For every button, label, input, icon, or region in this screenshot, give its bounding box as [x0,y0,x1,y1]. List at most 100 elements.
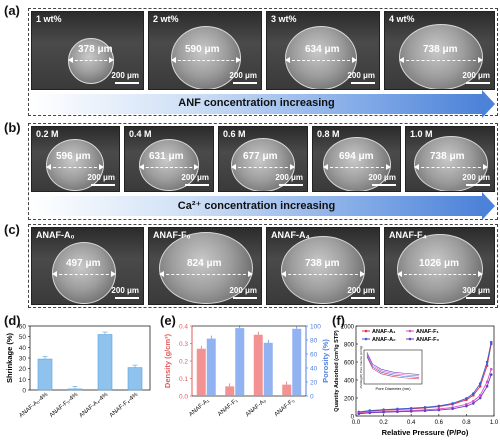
y-tick-label: 1000 [341,325,355,331]
series-point [465,404,468,408]
porosity-bar [235,328,245,396]
panel-letter-e: (e) [160,313,176,328]
scale-bar [185,184,209,186]
scale-bar [351,297,375,299]
sample-label: 2 wt% [153,14,179,24]
series-point [368,411,372,415]
y-tick-label: 60 [19,324,27,331]
sem-image-b2: 0.4 M 631 μm 200 μm [124,126,214,192]
density-bar [225,386,235,396]
diameter-label: 631 μm [149,151,184,162]
series-point [478,396,482,400]
panel-a-frame [28,8,498,116]
fiber-cross-section [159,232,253,304]
diameter-arrow [68,56,114,63]
sem-image-a2: 2 wt% 590 μm 200 μm [148,11,262,90]
fiber-cross-section [281,236,365,304]
scale-bar-label: 200 μm [87,173,115,182]
series-point [396,407,399,411]
scale-bar-label: 200 μm [368,173,396,182]
inset-y-label: dV/dlog(D) Pore Volume (cm³/g) [359,346,363,389]
x-tick-label: ANAF-A₁ [188,398,210,418]
scale-bar-label: 200 μm [111,286,139,295]
scale-bar [91,184,115,186]
inset-line [366,353,420,377]
x-tick-label: 0.4 [407,420,416,426]
scale-bar-label: 200 μm [229,71,257,80]
density-porosity-bar-chart: 0.0 0.1 0.2 0.3 0.4 0 20 40 60 80 100 Density (g/cm… [163,324,330,419]
fiber-cross-section [414,136,488,191]
scale-bar [233,297,257,299]
x-tick-label: 0.0 [352,420,361,426]
x-tick-label: ANAF-F₀-4% [49,392,80,419]
sem-image-a3: 3 wt% 634 μm 200 μm [266,11,380,90]
y-tick-label: 0.1 [179,376,188,383]
sample-label: 1 wt% [36,14,62,24]
x-tick-label: 0.8 [462,420,471,426]
diameter-label: 596 μm [56,151,91,162]
legend-marker [364,329,368,333]
inset-x-label: Pore Diameter (nm) [375,386,411,391]
series-point [437,404,441,408]
diameter-label: 378 μm [78,44,113,55]
y-tick-label: 800 [344,343,355,349]
y-tick-label: 600 [344,361,355,367]
scale-bar [466,82,490,84]
series-point [437,408,441,412]
scale-bar-label: 200 μm [462,173,490,182]
legend-label: ANAF-A₁ [372,329,396,335]
sample-label: 0.6 M [223,129,246,139]
porosity-bar [263,342,273,396]
diameter-label: 497 μm [66,258,101,269]
sem-image-b5: 1.0 M 738 μm 200 μm [405,126,495,192]
plot-frame [355,325,495,417]
series-point [485,385,489,388]
scale-bar [115,82,139,84]
fiber-cross-section [399,24,483,89]
diameter-arrow [139,163,199,170]
y2-tick-label: 20 [310,380,318,387]
x-tick-label: ANAF-F₄-4% [109,392,140,419]
scale-bar-label: 200 μm [347,71,375,80]
bar [97,334,113,391]
panel-b-frame [28,123,498,220]
sem-image-a1: 1 wt% 378 μm 200 μm [31,11,144,90]
scale-bar-label: 200 μm [229,286,257,295]
x-tick-label: 1.0 [490,420,499,426]
diameter-label: 738 μm [305,258,340,269]
sample-label: ANAF-A₄ [271,230,310,240]
diameter-label: 738 μm [423,44,458,55]
legend-label: ANAF-A₀ [372,337,396,343]
scale-bar [115,297,139,299]
diameter-label: 1026 μm [419,258,460,269]
porosity-bar [206,338,216,396]
scale-bar [279,184,303,186]
series-point [409,406,413,410]
y-tick-label: 30 [19,356,27,363]
y-tick-label: 0 [22,388,26,395]
legend-marker [408,337,412,341]
legend-label: ANAF-F₀ [416,337,439,343]
bar [37,358,53,391]
sample-label: ANAF-A₀ [36,230,75,240]
scale-bar-label: 200 μm [347,286,375,295]
diameter-arrow [159,270,253,277]
fiber-cross-section [171,26,241,89]
y2-axis-label: Porosity (%) [321,339,330,383]
series-point [472,399,475,403]
series-point [472,402,475,405]
y2-tick-label: 40 [310,366,318,373]
x-tick-label: ANAF-A₄-4% [79,392,110,420]
series-point [472,392,475,395]
y-tick-label: 0.2 [179,359,188,366]
sem-image-c3: ANAF-A₄ 738 μm 200 μm [266,227,380,305]
diameter-arrow [323,163,391,170]
sem-image-c1: ANAF-A₀ 497 μm 200 μm [31,227,144,305]
sem-image-b1: 0.2 M 596 μm 200 μm [31,126,120,192]
y-axis-label: Density (g/cm³) [163,333,172,388]
series-point [409,410,413,413]
bar [127,367,143,391]
diameter-label: 590 μm [185,44,220,55]
scale-bar-label: 200 μm [111,71,139,80]
sem-image-c4: ANAF-F₄ 1026 μm 300 μm [384,227,495,305]
